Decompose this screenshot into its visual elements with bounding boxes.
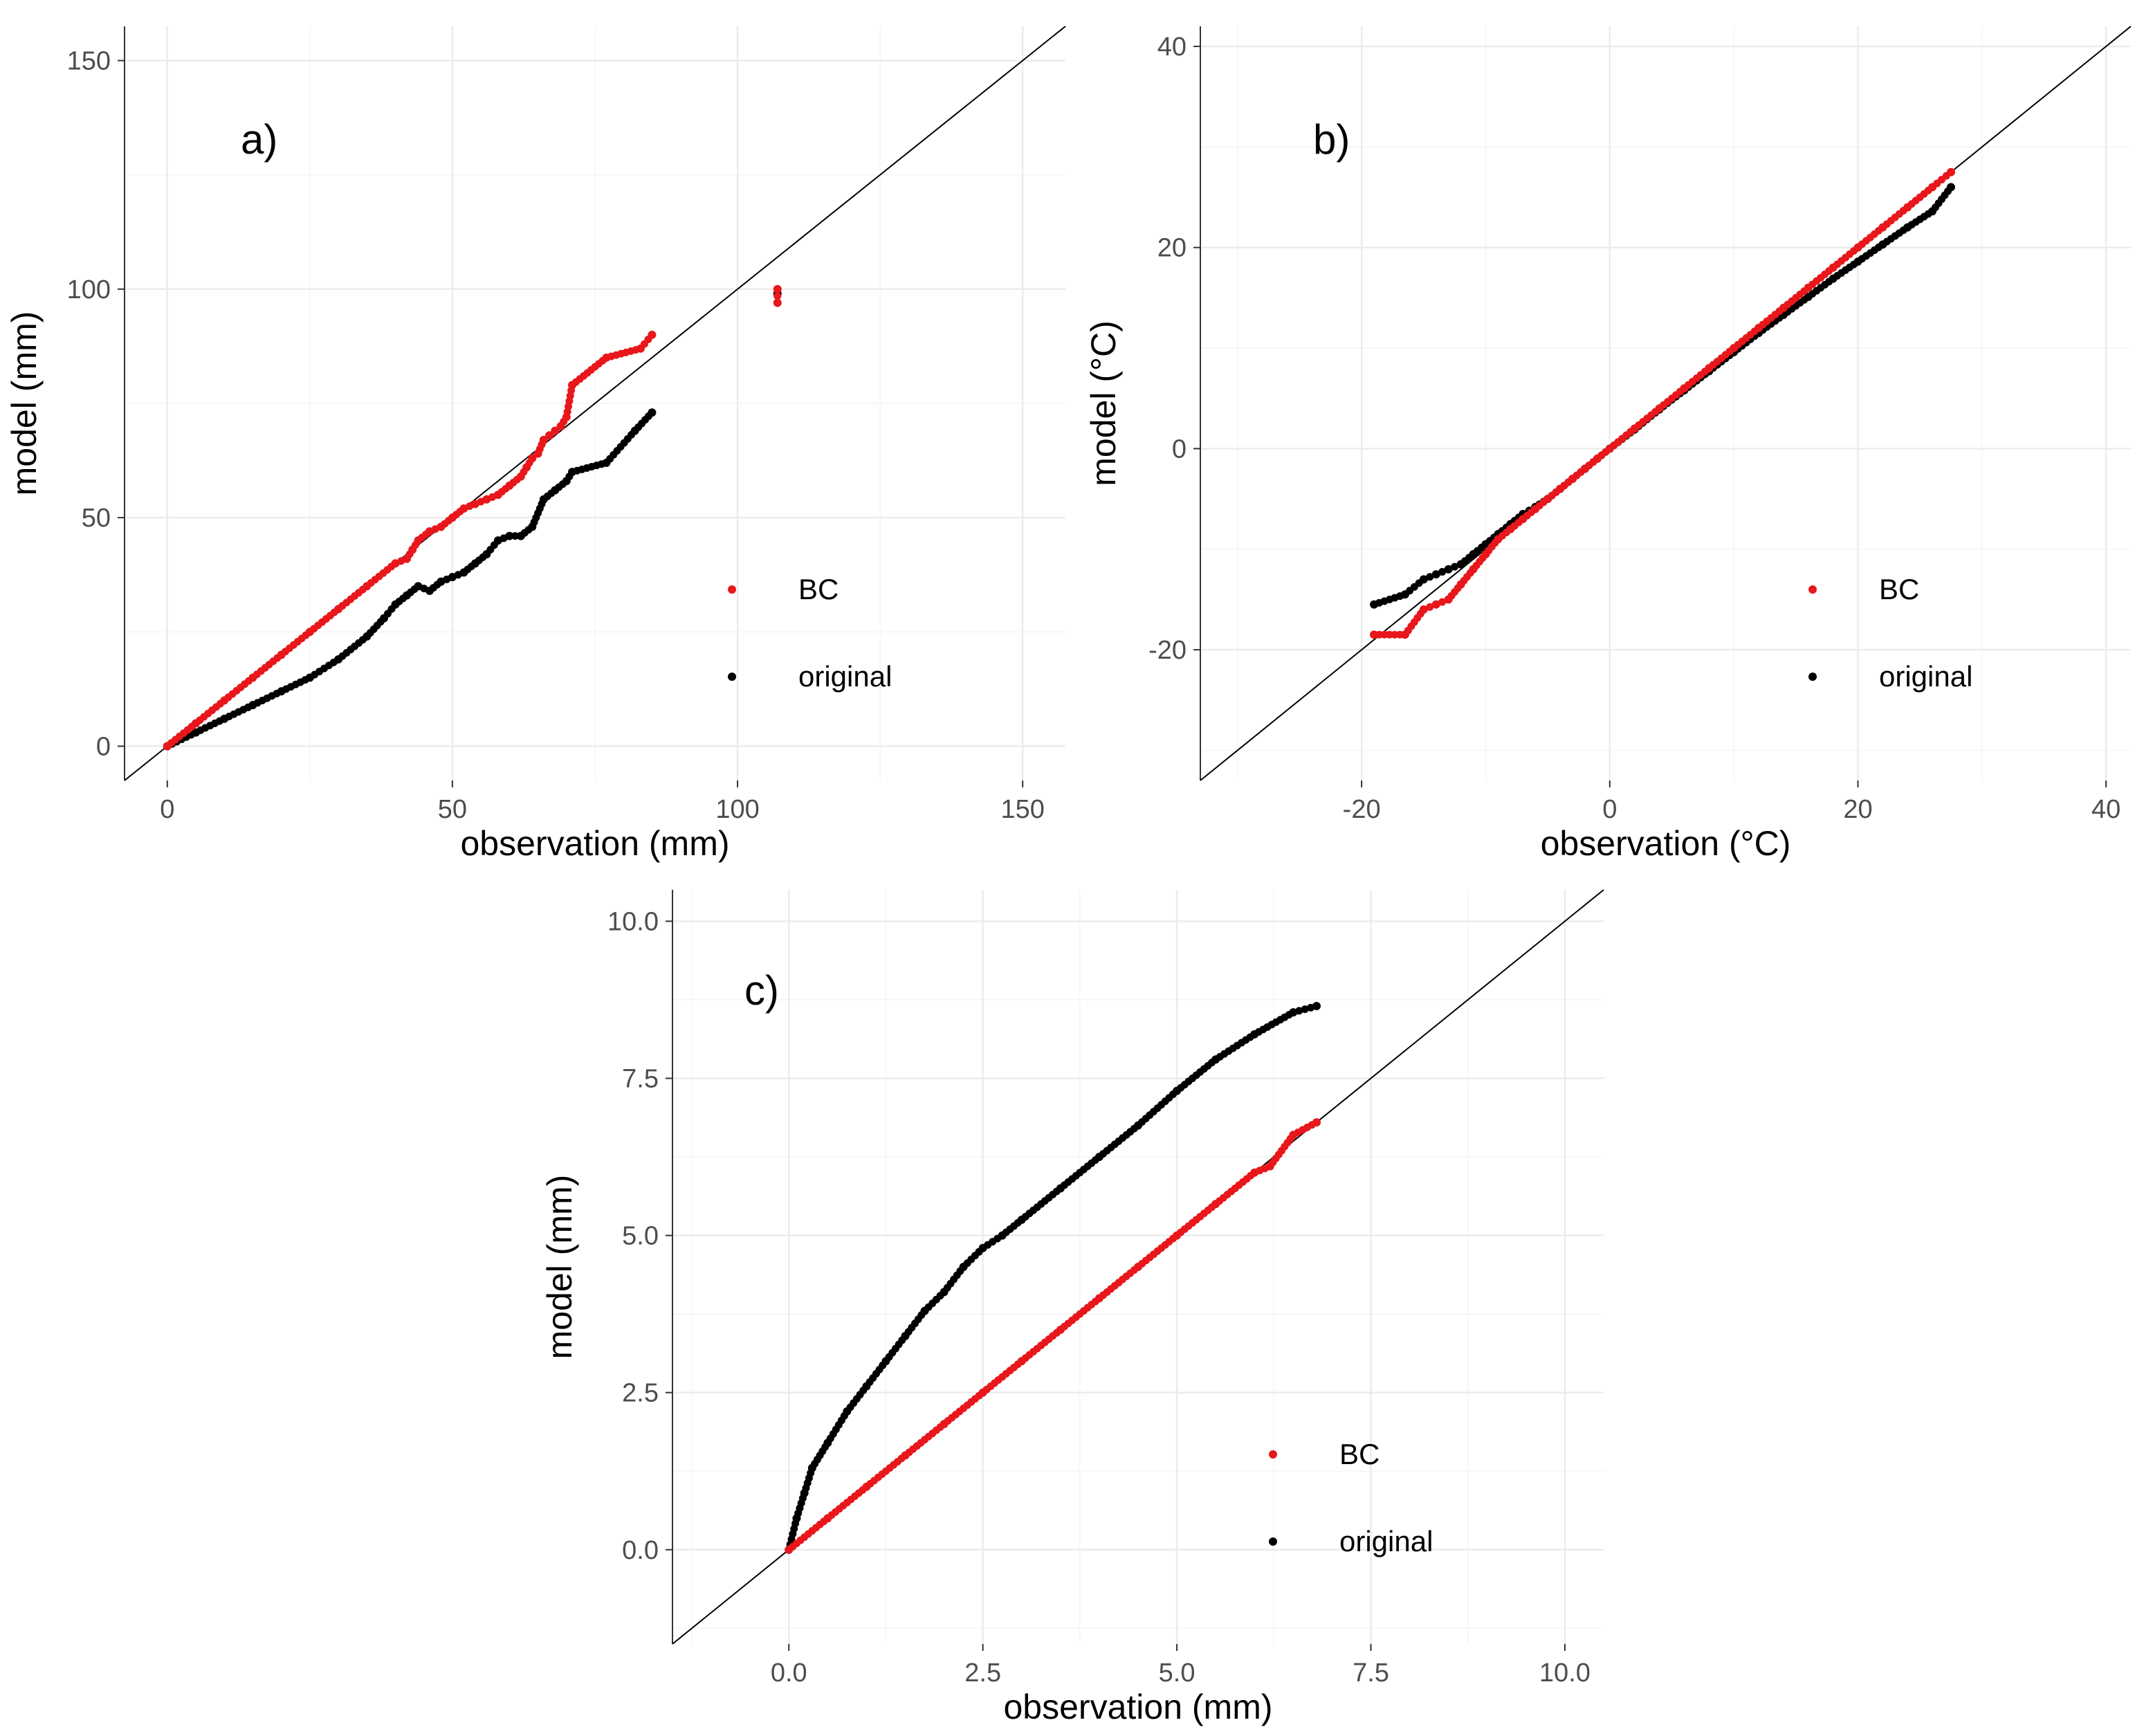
panel-c-x-ticks: 0.0 2.5 5.0 7.5 10.0 [771, 1644, 1591, 1688]
x-tick-label-1: 50 [438, 795, 467, 824]
y-tick-label-4: 10.0 [607, 907, 659, 936]
bc-point-125 [773, 292, 782, 300]
y-tick-label-2: 5.0 [622, 1222, 659, 1251]
x-tick-label-0: -20 [1343, 795, 1381, 824]
y-tick-label-3: 7.5 [622, 1065, 659, 1094]
panel-b-y-axis-title: model (°C) [1084, 320, 1123, 486]
bc-point-124 [773, 284, 782, 293]
panel-c-original-points [785, 1002, 1321, 1554]
y-tick-label-0: 0.0 [622, 1536, 659, 1565]
panel-a-x-axis-title: observation (mm) [461, 824, 730, 863]
panel-b-bc-points [1370, 167, 1955, 639]
bc-point-95 [551, 426, 560, 435]
original-point-15 [1451, 563, 1459, 571]
panel-c-legend-bc-label: BC [1339, 1438, 1380, 1470]
bc-point-13 [1426, 603, 1434, 611]
x-tick-label-3: 7.5 [1353, 1659, 1389, 1688]
panel-a-label: a) [241, 116, 277, 163]
panel-a-bc-points [163, 284, 782, 751]
panel-c-label: c) [744, 967, 779, 1014]
bc-point-94 [545, 431, 554, 440]
y-tick-label-1: 50 [82, 504, 111, 533]
panel-b-x-ticks: -20 0 20 40 [1343, 780, 2120, 824]
bc-point-14 [1431, 600, 1440, 609]
panel-a-x-ticks: 0 50 100 150 [160, 780, 1045, 824]
bc-point-15 [1438, 598, 1447, 606]
panel-c-y-axis-title: model (mm) [540, 1175, 579, 1360]
panel-b-legend-bc-key [1808, 585, 1817, 594]
original-point-13 [1438, 567, 1447, 576]
panel-a-y-axis-title: model (mm) [5, 311, 44, 496]
panel-b-y-ticks: -20 0 20 40 [1148, 33, 1200, 665]
bc-point-12 [1419, 605, 1428, 614]
x-tick-label-2: 20 [1843, 795, 1872, 824]
original-point-135 [1946, 183, 1955, 192]
x-tick-label-3: 40 [2091, 795, 2120, 824]
panel-b-x-axis-title: observation (°C) [1541, 824, 1791, 863]
original-point-77 [505, 531, 514, 540]
x-tick-label-2: 5.0 [1159, 1659, 1195, 1688]
panel-c-legend-original-key [1269, 1537, 1277, 1546]
y-tick-label-1: 0 [1172, 435, 1187, 464]
panel-a-legend-bc-label: BC [798, 573, 839, 605]
panel-a-legend-bc-key [728, 585, 736, 594]
panel-b-label: b) [1313, 116, 1350, 163]
panel-a-legend: BC original [728, 573, 892, 693]
y-tick-label-3: 40 [1157, 33, 1187, 62]
panel-c-x-axis-title: observation (mm) [1004, 1688, 1273, 1726]
panel-b-legend-bc-label: BC [1879, 573, 1919, 605]
panel-b-legend-original-key [1808, 673, 1817, 681]
y-tick-label-2: 100 [67, 275, 111, 304]
panel-c-legend: BC original [1269, 1438, 1433, 1557]
original-point-12 [1431, 570, 1440, 579]
panel-a-legend-original-key [728, 673, 736, 681]
panel-c-y-ticks: 0.0 2.5 5.0 7.5 10.0 [607, 907, 672, 1565]
bc-point-141 [1946, 167, 1955, 176]
panel-c-legend-bc-key [1269, 1450, 1277, 1459]
x-tick-label-0: 0 [160, 795, 174, 824]
x-tick-label-3: 150 [1000, 795, 1044, 824]
panel-c-plot: 0.0 2.5 5.0 7.5 10.0 0.0 2.5 5.0 7.5 10.0 c) obs… [540, 889, 1604, 1726]
panel-a-original-points [163, 289, 782, 751]
panel-c-grid [672, 890, 1604, 1644]
y-tick-label-0: -20 [1148, 636, 1187, 665]
bc-point-126 [773, 298, 782, 307]
original-point-78 [511, 532, 520, 540]
original-point-14 [1444, 565, 1453, 574]
x-tick-label-2: 100 [715, 795, 759, 824]
panel-c-bc-points [785, 1118, 1321, 1554]
panel-b-legend-original-label: original [1879, 660, 1972, 693]
original-point-150 [1312, 1002, 1321, 1011]
original-point-11 [1426, 573, 1434, 581]
bc-point-93 [539, 435, 548, 444]
bc-point-89 [528, 454, 537, 463]
panel-b-grid [1200, 26, 2131, 780]
panel-c-legend-original-label: original [1339, 1525, 1433, 1557]
panel-a-legend-original-label: original [798, 660, 892, 693]
bc-point-136 [1312, 1118, 1321, 1127]
panel-b-plot: -20 0 20 40 -20 0 20 40 b) observation (°C) mo… [1084, 26, 2132, 863]
y-tick-label-0: 0 [96, 732, 111, 761]
x-tick-label-0: 0.0 [771, 1659, 807, 1688]
x-tick-label-1: 0 [1602, 795, 1617, 824]
x-tick-label-1: 2.5 [964, 1659, 1001, 1688]
original-point-116 [648, 408, 657, 417]
panel-b-legend: BC original [1808, 573, 1972, 693]
original-point-10 [1419, 575, 1428, 584]
original-point-148 [1301, 1005, 1309, 1014]
panel-a-y-ticks: 0 50 100 150 [67, 47, 125, 761]
x-tick-label-4: 10.0 [1539, 1659, 1591, 1688]
y-tick-label-1: 2.5 [622, 1379, 659, 1408]
y-tick-label-2: 20 [1157, 234, 1187, 263]
bc-point-123 [648, 330, 657, 339]
y-tick-label-3: 150 [67, 47, 111, 76]
original-point-147 [1295, 1007, 1303, 1015]
